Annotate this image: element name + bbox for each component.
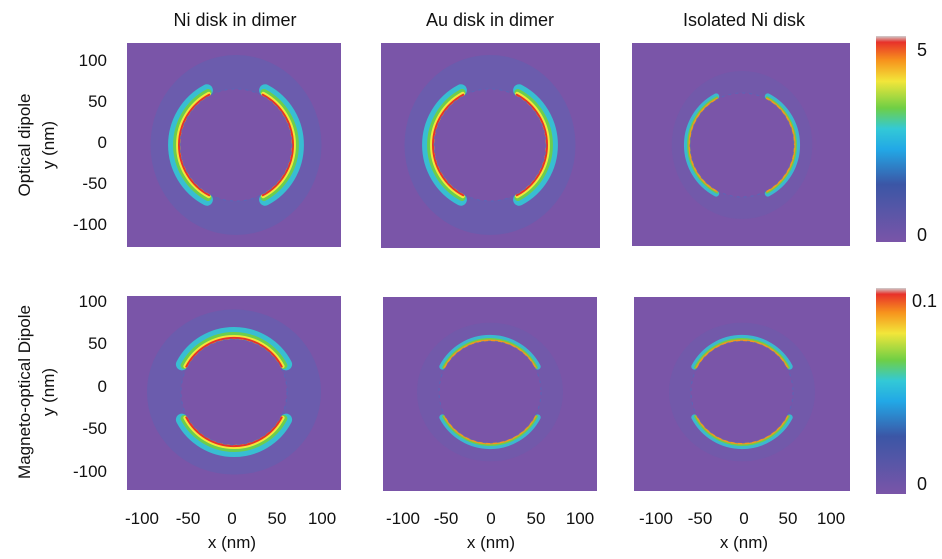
x-tick: -100 <box>386 509 420 528</box>
heatmap-panel <box>127 296 341 490</box>
disk-outline <box>433 88 547 202</box>
x-tick: 100 <box>566 509 594 528</box>
x-tick: -50 <box>176 509 201 528</box>
x-ticks-col1: -100 -50 0 50 100 <box>125 509 336 528</box>
colorbar-top <box>876 36 906 242</box>
disk-outline <box>689 92 795 198</box>
disk <box>434 89 546 201</box>
disk <box>439 341 541 443</box>
y-tick: -100 <box>73 462 107 481</box>
x-tick: 50 <box>268 509 287 528</box>
row-label-optical: Optical dipole <box>15 93 34 196</box>
field-lobe <box>766 97 796 193</box>
x-axis-label-col1: x (nm) <box>208 533 256 552</box>
x-tick: 100 <box>308 509 336 528</box>
field-lobe <box>688 97 718 193</box>
heatmap-panels <box>127 43 850 491</box>
row-label-magneto-optical: Magneto-optical Dipole <box>15 305 34 479</box>
field-lobe <box>185 336 283 368</box>
heatmap-panel <box>634 297 850 491</box>
x-tick: 50 <box>527 509 546 528</box>
field-lobe <box>185 416 283 448</box>
colorbar-top-min-label: 0 <box>917 225 927 245</box>
y-tick: 50 <box>88 92 107 111</box>
disk <box>181 339 287 445</box>
field-lobe <box>432 93 465 197</box>
disk <box>180 89 292 201</box>
y-tick: -50 <box>82 174 107 193</box>
heatmap-panel <box>127 43 341 247</box>
heatmap-panel <box>632 43 850 246</box>
disk-outline <box>180 338 288 446</box>
field-lobe <box>261 93 294 197</box>
disk <box>691 341 793 443</box>
x-tick: 50 <box>779 509 798 528</box>
x-tick: -50 <box>434 509 459 528</box>
field-lobe <box>178 93 211 197</box>
y-tick: 0 <box>98 377 107 396</box>
colorbar-bottom <box>876 288 906 494</box>
x-ticks-col3: -100 -50 0 50 100 <box>639 509 845 528</box>
x-tick: -100 <box>639 509 673 528</box>
x-tick: -50 <box>688 509 713 528</box>
y-tick: 100 <box>79 51 107 70</box>
colorbar-bottom-min-label: 0 <box>917 474 927 494</box>
x-tick: 100 <box>817 509 845 528</box>
x-tick: -100 <box>125 509 159 528</box>
heatmap-panel <box>381 43 600 248</box>
heatmap-panel <box>383 297 597 491</box>
y-ticks-bottom: 100 50 0 -50 -100 <box>73 292 107 481</box>
column-title-ni-dimer: Ni disk in dimer <box>173 10 296 30</box>
y-ticks-top: 100 50 0 -50 -100 <box>73 51 107 234</box>
y-tick: -50 <box>82 419 107 438</box>
field-lobe <box>443 339 537 369</box>
y-tick: 50 <box>88 334 107 353</box>
colorbar-top-max-label: 5 <box>917 40 927 60</box>
y-tick: -100 <box>73 215 107 234</box>
disk-outline <box>690 340 794 444</box>
y-tick: 100 <box>79 292 107 311</box>
field-lobe <box>515 93 548 197</box>
x-ticks-col2: -100 -50 0 50 100 <box>386 509 594 528</box>
disk-outline <box>179 88 293 202</box>
disk-outline <box>438 340 542 444</box>
x-axis-label-col2: x (nm) <box>467 533 515 552</box>
column-title-au-dimer: Au disk in dimer <box>426 10 554 30</box>
x-axis-label-col3: x (nm) <box>720 533 768 552</box>
colorbar-bottom-max-label: 0.1 <box>912 291 937 311</box>
x-tick: 0 <box>739 509 748 528</box>
field-lobe <box>695 339 789 369</box>
disk <box>690 93 794 197</box>
x-tick: 0 <box>227 509 236 528</box>
x-tick: 0 <box>486 509 495 528</box>
y-axis-label-top: y (nm) <box>39 121 58 169</box>
column-title-isolated-ni: Isolated Ni disk <box>683 10 806 30</box>
field-lobe <box>695 415 789 445</box>
y-tick: 0 <box>98 133 107 152</box>
field-lobe <box>443 415 537 445</box>
y-axis-label-bottom: y (nm) <box>39 368 58 416</box>
